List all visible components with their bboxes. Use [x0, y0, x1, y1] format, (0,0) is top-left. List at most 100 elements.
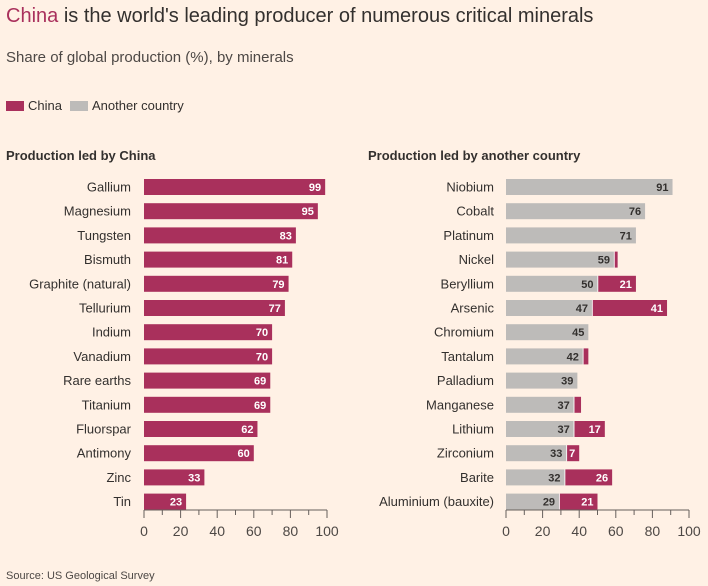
left-bar-china — [144, 348, 273, 365]
right-bar-other — [506, 372, 578, 389]
left-bar-value-label: 60 — [238, 448, 250, 460]
right-bar-other-value-label: 47 — [576, 303, 588, 315]
right-bar-other-value-label: 29 — [543, 497, 555, 509]
right-bar-china-value-label: 17 — [589, 424, 601, 436]
right-category-label: Zirconium — [437, 446, 494, 461]
right-category-label: Chromium — [434, 325, 494, 340]
left-category-label: Tellurium — [79, 301, 131, 316]
right-bar-other — [506, 493, 560, 510]
left-bar-value-label: 79 — [272, 279, 284, 291]
right-category-label: Niobium — [446, 180, 494, 195]
left-bar-china — [144, 421, 258, 437]
right-bar-china — [583, 348, 589, 365]
right-bar-other-value-label: 37 — [557, 424, 569, 436]
left-bar-value-label: 81 — [276, 255, 288, 267]
right-bar-other-value-label: 33 — [550, 448, 562, 460]
left-bar-value-label: 23 — [170, 497, 182, 509]
left-category-label: Gallium — [87, 180, 131, 195]
left-bar-value-label: 69 — [254, 376, 266, 388]
right-x-tick-label: 0 — [502, 523, 510, 539]
right-bar-china-value-label: 26 — [596, 472, 608, 484]
right-bar-china-value-label: 41 — [651, 303, 663, 315]
left-x-tick-label: 60 — [246, 523, 262, 539]
left-bar-china — [144, 227, 296, 244]
right-bar-other — [506, 227, 636, 244]
right-bar-other-value-label: 42 — [567, 351, 579, 363]
left-bar-china — [144, 203, 318, 220]
legend-item-other: Another country — [69, 98, 184, 113]
left-bar-china — [144, 324, 273, 341]
right-x-tick-label: 60 — [608, 523, 624, 539]
legend-swatch-china — [6, 100, 24, 111]
right-category-label: Cobalt — [456, 204, 494, 219]
right-category-label: Lithium — [452, 422, 494, 437]
left-bar-value-label: 77 — [269, 303, 281, 315]
right-category-label: Beryllium — [441, 276, 494, 291]
left-bar-value-label: 70 — [256, 351, 268, 363]
left-bar-china — [144, 445, 254, 462]
right-bar-other-value-label: 45 — [572, 327, 584, 339]
source-note: Source: US Geological Survey — [6, 570, 155, 582]
right-bar-china — [566, 445, 580, 462]
right-bar-other — [506, 324, 589, 341]
legend-item-china: China — [6, 98, 62, 113]
legend-label-other: Another country — [91, 98, 184, 113]
right-bar-other — [506, 300, 593, 316]
left-category-label: Magnesium — [64, 204, 131, 219]
right-x-tick-label: 40 — [571, 523, 587, 539]
right-bar-other — [506, 445, 567, 462]
right-bar-other — [506, 348, 583, 365]
right-panel-title: Production led by another country — [368, 148, 581, 163]
chart-subtitle: Share of global production (%), by miner… — [6, 49, 294, 66]
left-bar-china — [144, 179, 326, 195]
right-bar-other-value-label: 39 — [561, 376, 573, 388]
right-bar-china — [598, 275, 636, 292]
left-x-tick-label: 100 — [315, 523, 339, 539]
left-category-label: Tin — [113, 494, 131, 509]
right-bar-other-value-label: 50 — [581, 279, 593, 291]
left-bar-value-label: 69 — [254, 400, 266, 412]
left-bar-value-label: 95 — [302, 206, 314, 218]
right-bar-other — [506, 469, 565, 486]
left-category-label: Tungsten — [77, 228, 131, 243]
right-bar-other — [506, 179, 673, 195]
left-bar-value-label: 83 — [280, 230, 292, 242]
right-bar-other-value-label: 71 — [620, 230, 632, 242]
left-bar-china — [144, 251, 293, 268]
right-bar-china — [592, 300, 668, 316]
right-category-label: Manganese — [426, 397, 494, 412]
right-bar-other — [506, 251, 614, 268]
right-category-label: Nickel — [459, 252, 495, 267]
right-bar-china — [574, 396, 582, 413]
left-bar-value-label: 33 — [188, 472, 200, 484]
legend: China Another country — [6, 98, 192, 113]
legend-swatch-other — [69, 100, 88, 111]
right-bar-other — [506, 396, 574, 413]
left-category-label: Bismuth — [84, 252, 131, 267]
right-bar-china-value-label: 21 — [620, 279, 632, 291]
right-category-label: Barite — [460, 470, 494, 485]
left-bar-china — [144, 469, 205, 486]
right-x-tick-label: 100 — [677, 523, 701, 539]
right-category-label: Palladium — [437, 373, 494, 388]
left-category-label: Graphite (natural) — [29, 276, 131, 291]
left-category-label: Titanium — [82, 397, 131, 412]
right-bar-other-value-label: 76 — [629, 206, 641, 218]
left-x-tick-label: 0 — [140, 523, 148, 539]
right-bar-china — [565, 469, 613, 486]
right-bar-china — [574, 421, 605, 437]
left-bar-china — [144, 372, 271, 389]
left-category-label: Indium — [92, 325, 131, 340]
right-category-label: Tantalum — [441, 349, 494, 364]
right-bar-china-value-label: 7 — [569, 448, 575, 460]
right-bar-other — [506, 275, 598, 292]
right-bar-other — [506, 421, 574, 437]
title-rest: is the world's leading producer of numer… — [58, 5, 594, 27]
left-category-label: Antimony — [77, 446, 132, 461]
chart-title: China is the world's leading producer of… — [6, 4, 593, 28]
left-category-label: Rare earths — [63, 373, 131, 388]
left-bar-value-label: 70 — [256, 327, 268, 339]
left-panel-title: Production led by China — [6, 148, 156, 163]
right-bar-other-value-label: 59 — [598, 255, 610, 267]
